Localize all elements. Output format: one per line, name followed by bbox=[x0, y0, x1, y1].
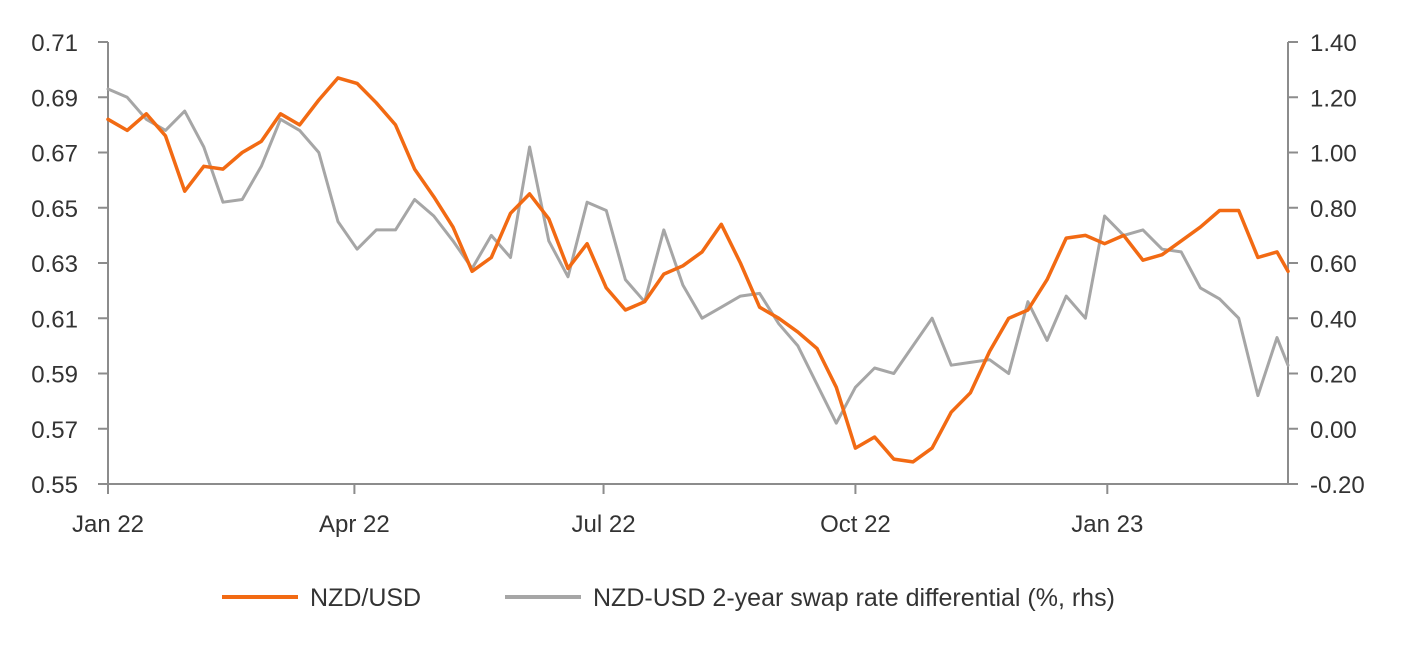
series-line-nzdusd bbox=[106, 76, 1290, 464]
y-right-tick-label: 0.60 bbox=[1310, 251, 1357, 278]
legend-label-nzdusd: NZD/USD bbox=[310, 584, 421, 612]
chart-legend: NZD/USD NZD-USD 2-year swap rate differe… bbox=[222, 584, 1115, 612]
series-line-swap-diff bbox=[106, 87, 1290, 425]
y-right-tick-label: 0.80 bbox=[1310, 196, 1357, 223]
y-right-tick-label: 0.00 bbox=[1310, 417, 1357, 444]
y-left-tick-label: 0.59 bbox=[31, 362, 78, 389]
y-left-tick-label: 0.65 bbox=[31, 196, 78, 223]
x-tick-label: Jul 22 bbox=[572, 511, 636, 538]
y-right-tick-label: 0.20 bbox=[1310, 362, 1357, 389]
y-left-tick-label: 0.61 bbox=[31, 306, 78, 333]
y-right-tick-label: -0.20 bbox=[1310, 472, 1365, 499]
x-tick-label: Jan 23 bbox=[1071, 511, 1143, 538]
x-tick-label: Jan 22 bbox=[72, 511, 144, 538]
y-right-tick-label: 1.20 bbox=[1310, 85, 1357, 112]
series-layer bbox=[106, 76, 1290, 464]
y-right-tick-label: 0.40 bbox=[1310, 306, 1357, 333]
axes-layer: 0.71 0.69 0.67 0.65 0.63 0.61 0.59 0.57 0.55 1.40… bbox=[31, 30, 1364, 538]
x-tick-label: Oct 22 bbox=[820, 511, 891, 538]
y-right-tick-label: 1.40 bbox=[1310, 30, 1357, 57]
y-left-tick-label: 0.71 bbox=[31, 30, 78, 57]
y-left-tick-label: 0.57 bbox=[31, 417, 78, 444]
x-tick-label: Apr 22 bbox=[319, 511, 390, 538]
y-left-tick-label: 0.55 bbox=[31, 472, 78, 499]
legend-label-swap-diff: NZD-USD 2-year swap rate differential (%… bbox=[593, 584, 1115, 612]
y-left-tick-label: 0.63 bbox=[31, 251, 78, 278]
y-right-tick-label: 1.00 bbox=[1310, 141, 1357, 168]
y-left-tick-label: 0.69 bbox=[31, 85, 78, 112]
y-left-tick-label: 0.67 bbox=[31, 141, 78, 168]
